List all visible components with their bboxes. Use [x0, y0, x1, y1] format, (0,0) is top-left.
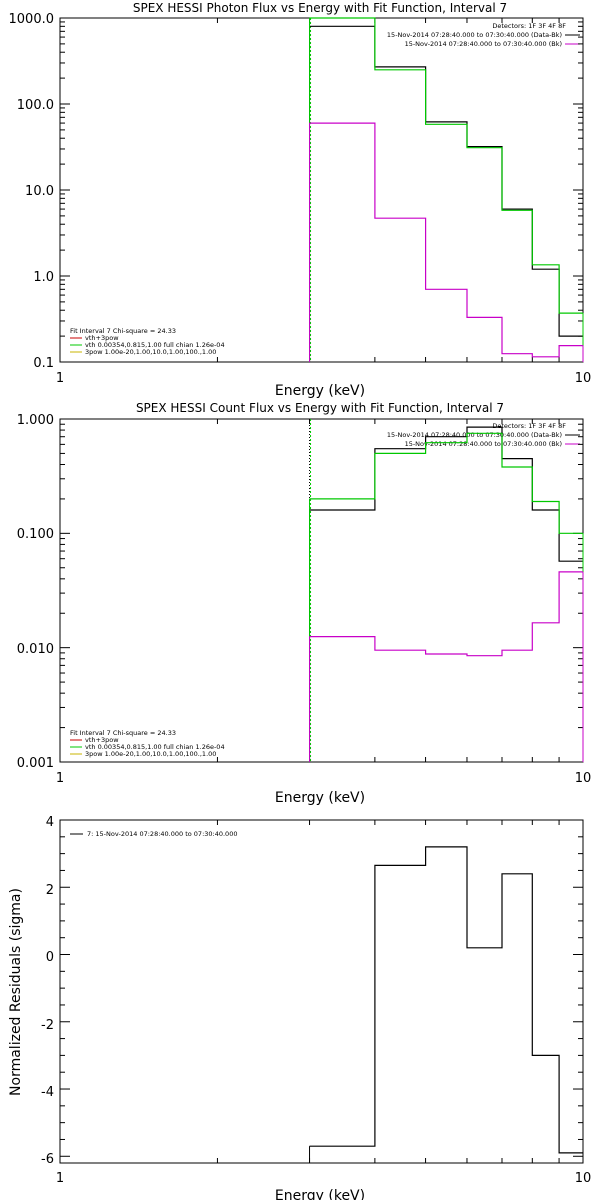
chart-marks — [59, 17, 584, 1163]
panel3-xtick-label: 1 — [56, 1171, 64, 1186]
panel2-legend-bk: 15-Nov-2014 07:28:40.000 to 07:30:40.000… — [405, 440, 562, 448]
panel3-ytick-label: -4 — [41, 1085, 54, 1100]
panel3-ytick-label: 2 — [46, 883, 54, 898]
panel3-ytick-label: -2 — [41, 1018, 54, 1033]
panel1-xtick-label: 1 — [56, 371, 64, 386]
panel2-xtick-label: 1 — [56, 771, 64, 786]
panel1-title: SPEX HESSI Photon Flux vs Energy with Fi… — [133, 1, 507, 15]
panel1-legend-model: vth+3pow — [85, 334, 119, 342]
panel2-ytick-label: 0.010 — [17, 642, 54, 657]
panel2-legend-detectors: Detectors: 1F 3F 4F 8F — [492, 422, 566, 430]
photon-flux-panel: SPEX HESSI Photon Flux vs Energy with Fi… — [9, 1, 592, 399]
panel2-xtick-label: 10 — [575, 771, 592, 786]
panel2-plot-frame — [59, 418, 584, 763]
panel3-plot-frame — [59, 819, 584, 1164]
panel3-ylabel: Normalized Residuals (sigma) — [8, 888, 24, 1096]
panel3-ytick-label: 0 — [46, 950, 54, 965]
panel1-xlabel: Energy (keV) — [275, 383, 365, 399]
panel1-series-2-line — [309, 17, 583, 314]
panel3-legend-interval: 7: 15-Nov-2014 07:28:40.000 to 07:30:40.… — [87, 830, 237, 838]
residuals-panel: Energy (keV) Normalized Residuals (sigma… — [8, 815, 591, 1200]
panel1-ytick-label: 100.0 — [17, 98, 54, 113]
panel2-xlabel: Energy (keV) — [275, 790, 365, 806]
panel1-legend-3pow: 3pow 1.00e-20,1.00,10.0,1.00,100.,1.00 — [85, 348, 216, 356]
panel1-plot-frame — [59, 17, 584, 363]
panel3-xlabel: Energy (keV) — [275, 1188, 365, 1200]
panel1-legend-detectors: Detectors: 1F 3F 4F 8F — [492, 22, 566, 30]
count-flux-panel: SPEX HESSI Count Flux vs Energy with Fit… — [17, 401, 591, 806]
panel2-legend-3pow: 3pow 1.00e-20,1.00,10.0,1.00,100.,1.00 — [85, 750, 216, 758]
panel2-legend-vth: vth 0.00354,0.815,1.00 full chian 1.26e-… — [85, 743, 225, 751]
panel2-legend-fit-interval: Fit Interval 7 Chi-square = 24.33 — [70, 729, 176, 737]
panel1-legend-bk: 15-Nov-2014 07:28:40.000 to 07:30:40.000… — [405, 40, 562, 48]
panel1-series-3-line — [309, 122, 583, 358]
panel3-ytick-label: 4 — [46, 815, 54, 830]
panel2-series-2-line — [309, 432, 583, 534]
panel1-legend-fit-interval: Fit Interval 7 Chi-square = 24.33 — [70, 327, 176, 335]
panel3-ytick-label: -6 — [41, 1152, 54, 1167]
panel1-ytick-label: 1000.0 — [9, 12, 55, 27]
panel2-legend-model: vth+3pow — [85, 736, 119, 744]
panel2-ytick-label: 0.001 — [17, 756, 54, 771]
panel2-ytick-label: 0.100 — [17, 527, 54, 542]
panel2-legend-data-bk: 15-Nov-2014 07:28:40.000 to 07:30:40.000… — [387, 431, 562, 439]
panel1-ytick-label: 1.0 — [33, 270, 54, 285]
panel2-ytick-label: 1.000 — [17, 413, 54, 428]
panel1-series-1-line — [309, 25, 583, 337]
panel1-legend-vth: vth 0.00354,0.815,1.00 full chian 1.26e-… — [85, 341, 225, 349]
panel3-xtick-label: 10 — [575, 1171, 592, 1186]
panel1-ytick-label: 10.0 — [25, 184, 54, 199]
panel3-series-1-line — [309, 846, 583, 1154]
panel2-title: SPEX HESSI Count Flux vs Energy with Fit… — [136, 401, 504, 415]
panel2-series-1-line — [309, 426, 583, 562]
panel1-ytick-label: 0.1 — [33, 356, 54, 371]
panel2-series-3-line — [309, 571, 583, 657]
panel1-legend-data-bk: 15-Nov-2014 07:28:40.000 to 07:30:40.000… — [387, 31, 562, 39]
panel1-xtick-label: 10 — [575, 371, 592, 386]
